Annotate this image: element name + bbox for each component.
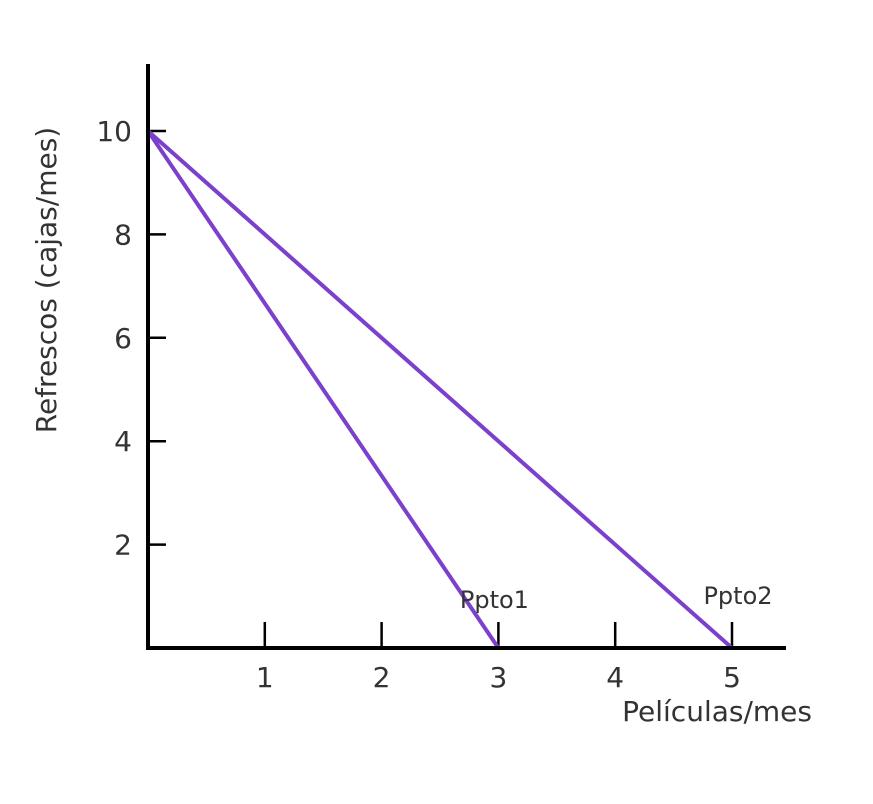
budget-line-2 <box>146 129 734 650</box>
y-tick-label-6: 6 <box>114 322 132 355</box>
budget-lines: Ppto1 Ppto2 <box>146 129 773 650</box>
x-tick-label-4: 4 <box>606 661 624 694</box>
y-tick-label-10: 10 <box>96 115 132 148</box>
y-tick-label-2: 2 <box>114 529 132 562</box>
x-tick-label-3: 3 <box>489 661 507 694</box>
y-tick-label-8: 8 <box>114 218 132 251</box>
x-axis-ticks: 1 2 3 4 5 <box>256 622 741 694</box>
x-tick-label-5: 5 <box>723 661 741 694</box>
y-axis-ticks: 2 4 6 8 10 <box>96 115 166 562</box>
x-tick-label-2: 2 <box>373 661 391 694</box>
x-axis-label: Películas/mes <box>622 695 812 728</box>
budget-line-label-1: Ppto1 <box>460 586 529 614</box>
y-axis-label: Refrescos (cajas/mes) <box>30 127 63 433</box>
x-tick-label-1: 1 <box>256 661 274 694</box>
budget-line-1 <box>146 129 501 650</box>
y-tick-label-4: 4 <box>114 425 132 458</box>
budget-line-label-2: Ppto2 <box>703 582 772 610</box>
